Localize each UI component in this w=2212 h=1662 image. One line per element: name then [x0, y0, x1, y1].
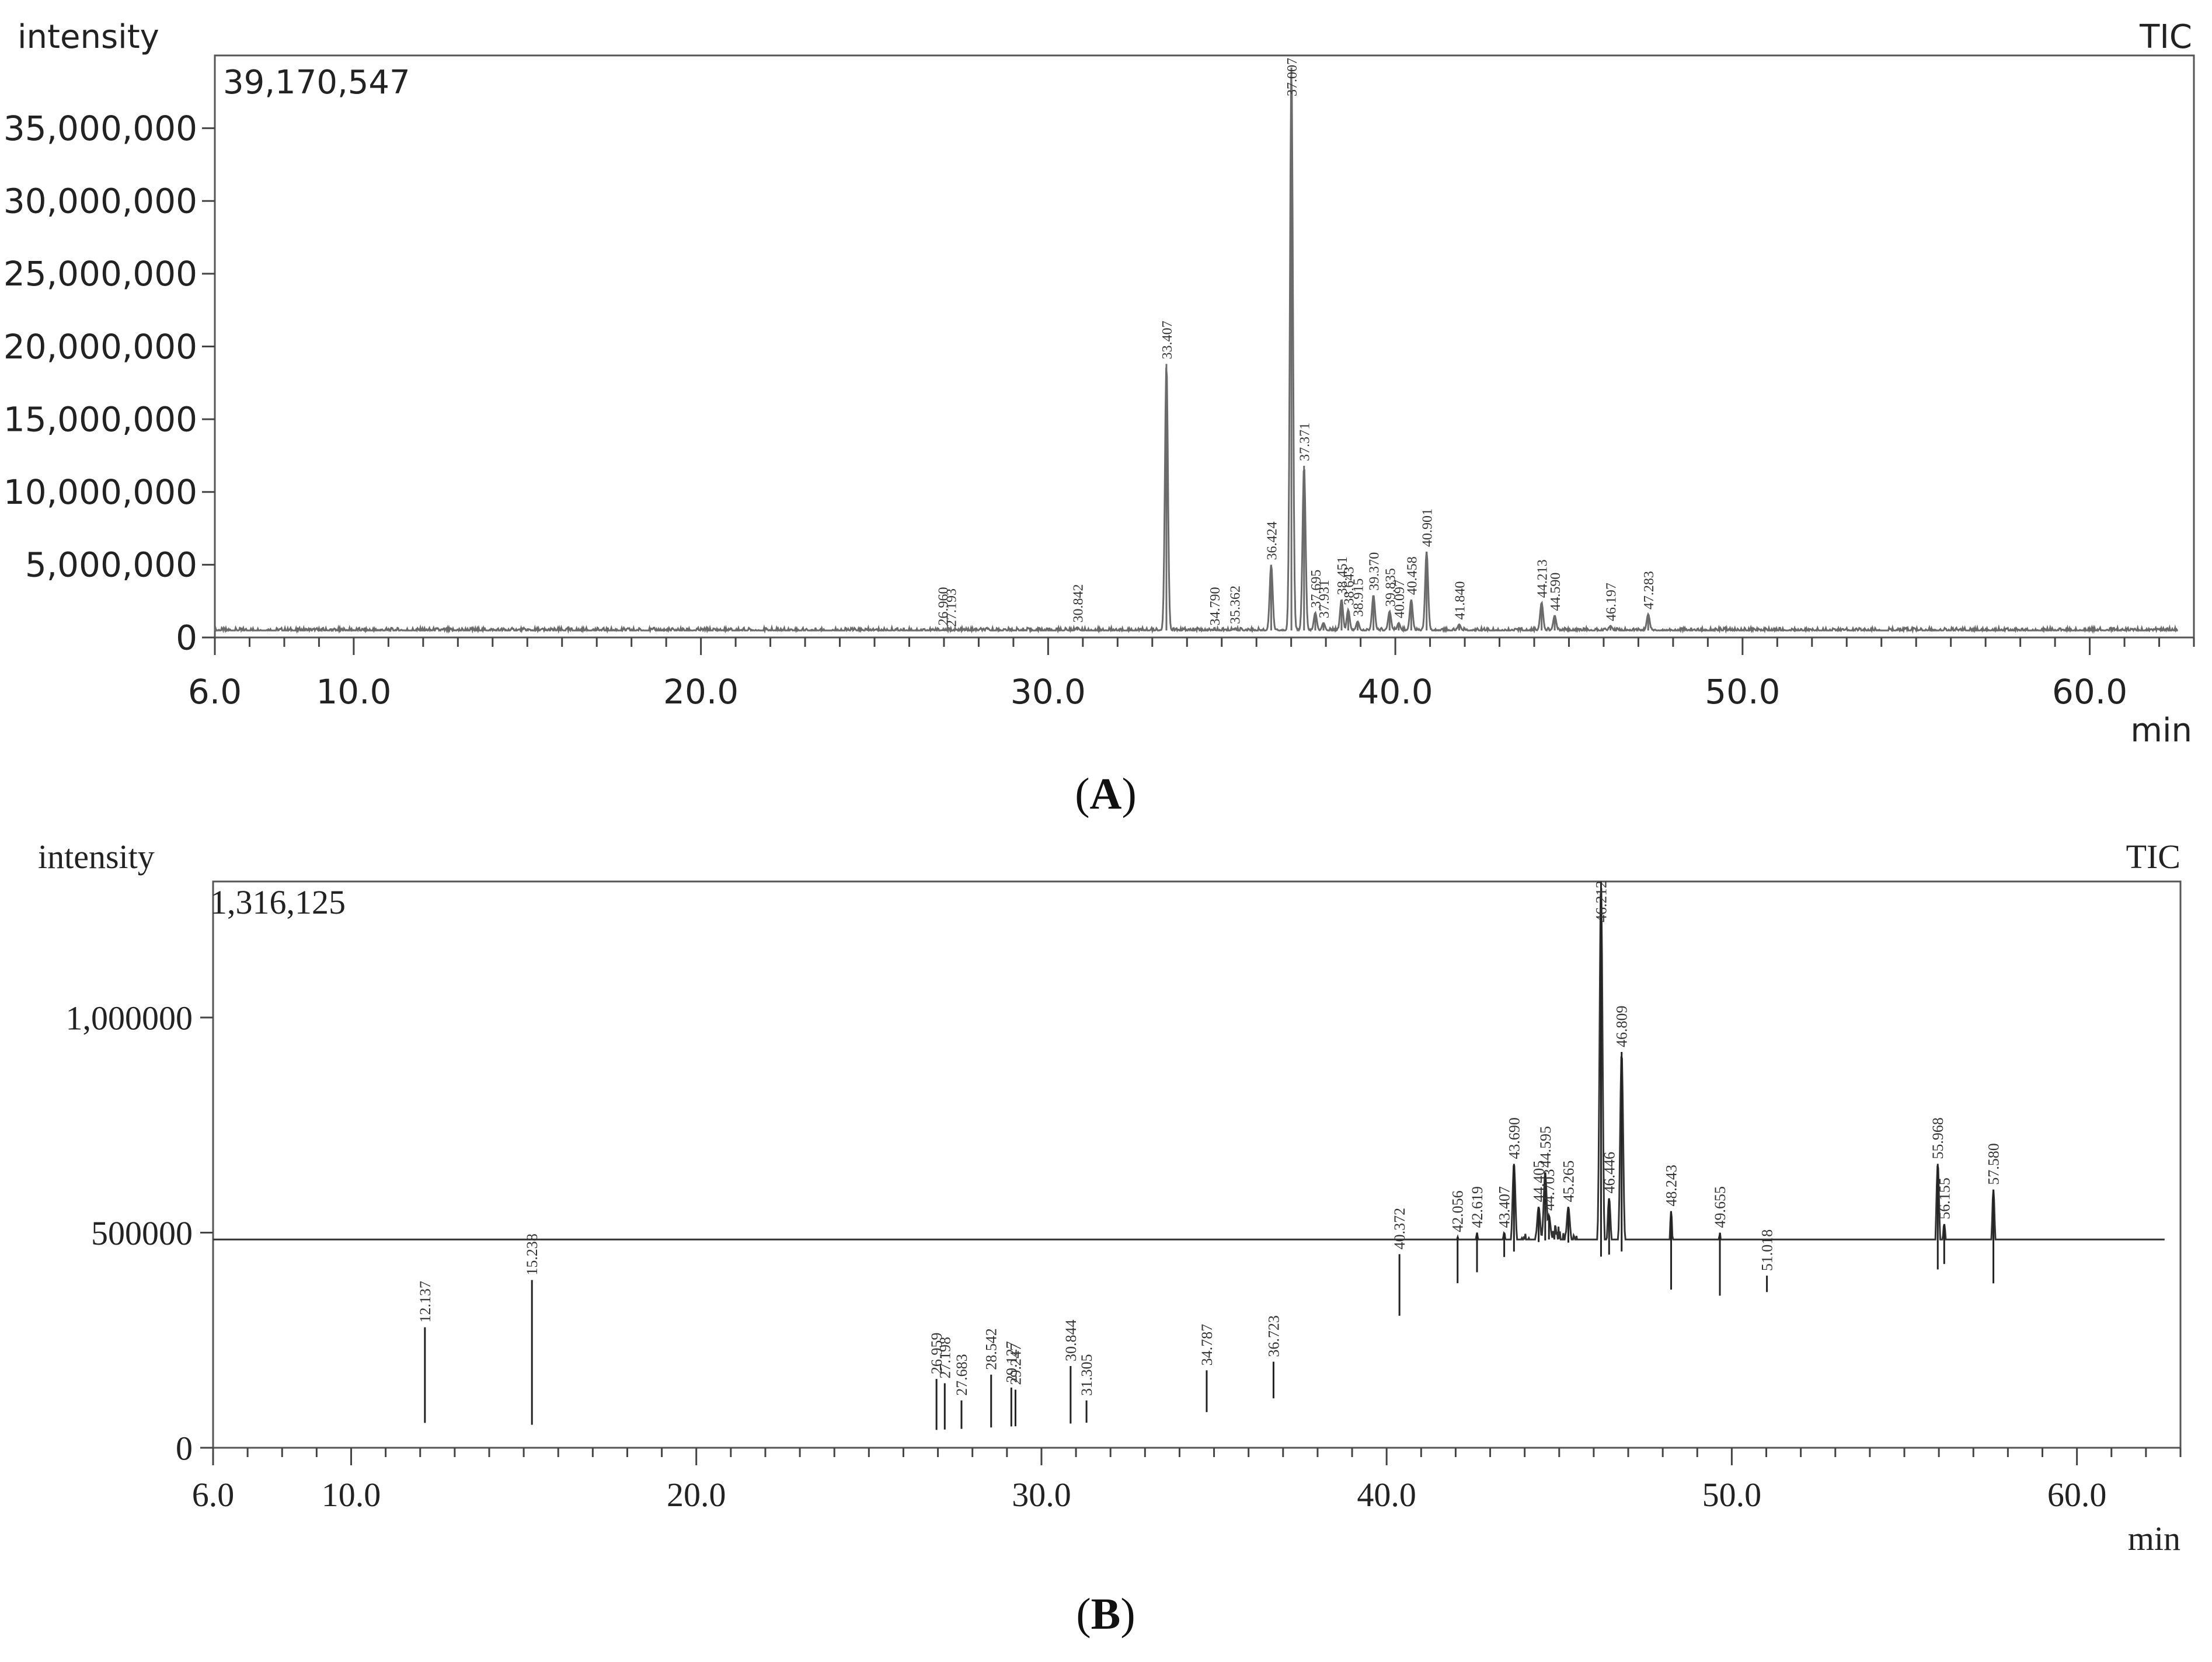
peak-label: 48.243	[1663, 1165, 1680, 1207]
peak-label: 26.959	[928, 1333, 945, 1375]
peak-label: 57.580	[1985, 1143, 2002, 1185]
peak-label: 37.371	[1298, 423, 1313, 461]
peak-label: 42.056	[1450, 1190, 1466, 1232]
peak-label: 31.305	[1078, 1354, 1095, 1396]
peak-label: 46.809	[1614, 1005, 1631, 1047]
peak-label: 12.137	[417, 1281, 434, 1323]
peak-label: 44.590	[1548, 573, 1563, 611]
tic-trace	[213, 888, 2165, 1241]
x-tick-label: 20.0	[663, 672, 739, 712]
peak-label: 37.695	[1309, 570, 1324, 608]
peak-label: 29.247	[1007, 1343, 1024, 1385]
y-tick-label: 5,000,000	[25, 545, 197, 585]
peak-label: 47.283	[1642, 571, 1657, 609]
chart-panel-a: 6.0 10.0 20.0 30.0 40.0 50.0 60.0 0 5,000,000 10,…	[4, 18, 2195, 818]
peak-label: 44.703	[1541, 1169, 1558, 1211]
panel-label: (A)	[1075, 769, 1137, 818]
peak-label: 41.840	[1453, 581, 1468, 620]
trace-label: TIC	[2126, 838, 2180, 876]
peak-label: 46.446	[1601, 1152, 1618, 1194]
peak-label: 43.690	[1506, 1117, 1523, 1159]
x-tick-label: 6.0	[192, 1476, 235, 1514]
peak-label: 29.127	[1003, 1341, 1020, 1383]
x-axis-label: min	[2130, 712, 2192, 750]
max-intensity-label: 1,316,125	[210, 883, 346, 921]
panel-label: (B)	[1076, 1590, 1135, 1639]
peak-label: 40.372	[1391, 1208, 1408, 1250]
peak-label: 42.619	[1469, 1186, 1486, 1228]
peak-label: 39.370	[1367, 552, 1382, 591]
y-tick-label: 35,000,000	[4, 109, 197, 148]
peak-label: 39.835	[1383, 568, 1398, 607]
trace-label: TIC	[2139, 18, 2192, 56]
peak-label: 33.407	[1160, 320, 1175, 359]
peak-label: 35.362	[1228, 586, 1243, 624]
plot-frame	[214, 54, 2195, 639]
peak-label: 38.643	[1342, 567, 1357, 605]
peak-label: 38.451	[1335, 556, 1350, 595]
plot-frame	[212, 880, 2182, 1449]
peak-label: 44.213	[1535, 559, 1551, 598]
y-tick-label: 30,000,000	[4, 182, 197, 221]
peak-label: 46.197	[1604, 583, 1619, 621]
y-tick-label: 20,000,000	[4, 327, 197, 367]
peak-label: 40.901	[1420, 508, 1436, 547]
y-axis-label: intensity	[38, 838, 155, 876]
peak-label: 36.424	[1265, 521, 1280, 560]
x-tick-label: 30.0	[1012, 1476, 1071, 1514]
peak-label: 55.968	[1929, 1117, 1946, 1159]
x-tick-label: 10.0	[316, 672, 391, 712]
peak-label: 30.844	[1063, 1319, 1079, 1361]
peak-label: 34.787	[1199, 1324, 1215, 1366]
x-axis-label: min	[2128, 1520, 2180, 1558]
y-tick-label: 0	[176, 1429, 193, 1467]
peak-label: 49.655	[1712, 1186, 1729, 1228]
y-tick-label: 500000	[91, 1214, 193, 1252]
x-tick-label: 60.0	[2052, 672, 2127, 712]
x-tick-label: 50.0	[1702, 1476, 1762, 1514]
peak-label: 27.683	[953, 1354, 970, 1396]
peak-label: 15.238	[524, 1234, 541, 1276]
peak-label: 28.542	[983, 1328, 1000, 1370]
y-tick-label: 15,000,000	[4, 399, 197, 439]
y-tick-label: 25,000,000	[4, 254, 197, 294]
x-tick-label: 40.0	[1358, 672, 1433, 712]
x-tick-label: 20.0	[667, 1476, 726, 1514]
peak-label: 38.915	[1351, 579, 1367, 617]
x-tick-label: 6.0	[188, 672, 242, 712]
x-tick-label: 50.0	[1705, 672, 1780, 712]
peak-label: 27.193	[944, 588, 959, 627]
peak-label: 44.595	[1537, 1126, 1554, 1168]
chart-panel-b: 6.0 10.0 20.0 30.0 40.0 50.0 60.0 0 500000 1,0000…	[38, 838, 2182, 1639]
peak-label: 51.018	[1759, 1229, 1776, 1271]
peak-label: 40.458	[1405, 556, 1420, 595]
peak-label: 37.007	[1285, 58, 1300, 96]
x-tick-label: 40.0	[1357, 1476, 1416, 1514]
x-tick-label: 30.0	[1011, 672, 1086, 712]
tic-trace	[214, 75, 2178, 634]
peak-label: 37.931	[1317, 580, 1332, 618]
peak-label: 36.723	[1265, 1315, 1282, 1357]
peak-label: 56.155	[1936, 1177, 1953, 1220]
y-tick-label: 10,000,000	[4, 472, 197, 512]
peak-label: 26.960	[936, 587, 952, 626]
peak-label: 40.097	[1392, 580, 1408, 618]
peak-label: 46.212	[1593, 881, 1610, 923]
peak-label: 43.407	[1496, 1186, 1513, 1228]
x-tick-label: 10.0	[322, 1476, 381, 1514]
y-tick-label: 1,000000	[66, 999, 193, 1037]
peak-label: 45.265	[1560, 1161, 1577, 1203]
peak-label: 34.790	[1208, 587, 1223, 626]
peak-label: 30.842	[1071, 584, 1086, 623]
y-tick-label: 0	[176, 618, 197, 657]
y-axis-label: intensity	[18, 18, 159, 56]
peak-label: 27.198	[936, 1337, 953, 1379]
max-intensity-label: 39,170,547	[223, 64, 410, 102]
x-tick-label: 60.0	[2047, 1476, 2107, 1514]
